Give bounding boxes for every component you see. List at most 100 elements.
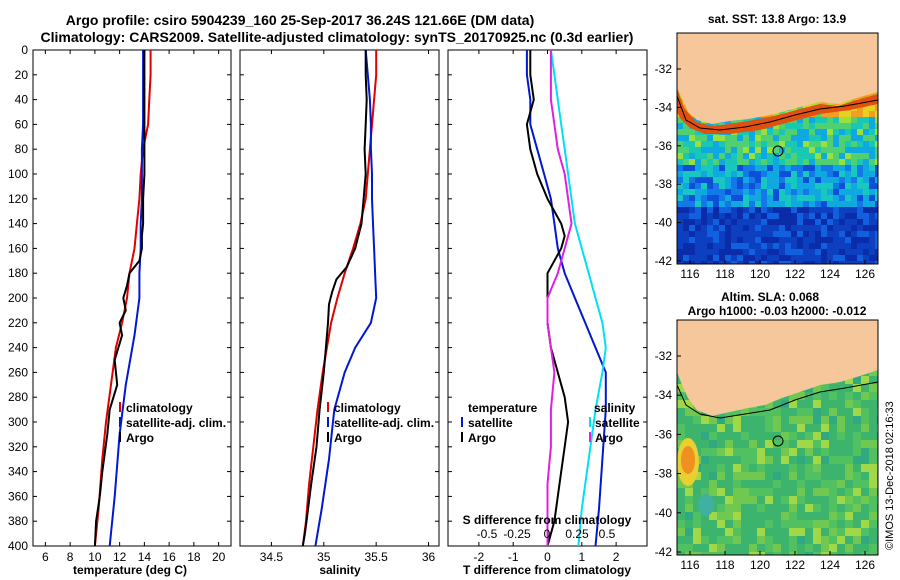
sst-cell bbox=[809, 213, 815, 219]
sla-cell bbox=[789, 440, 797, 448]
sst-cell bbox=[833, 231, 839, 237]
sst-cell bbox=[695, 249, 701, 255]
sla-cell bbox=[693, 488, 701, 496]
sst-cell bbox=[815, 141, 821, 147]
sst-cell bbox=[863, 105, 869, 111]
sla-cell bbox=[773, 496, 781, 504]
sst-cell bbox=[815, 231, 821, 237]
sla-cell bbox=[853, 480, 861, 488]
x-tick-label: 8 bbox=[67, 550, 74, 564]
sst-cell bbox=[845, 249, 851, 255]
sst-cell bbox=[773, 249, 779, 255]
sst-cell bbox=[779, 153, 785, 159]
sst-cell bbox=[851, 219, 857, 225]
sst-cell bbox=[857, 225, 863, 231]
sst-cell bbox=[743, 177, 749, 183]
sst-cell bbox=[683, 243, 689, 249]
sst-cell bbox=[839, 225, 845, 231]
sst-cell bbox=[713, 249, 719, 255]
sst-cell bbox=[743, 243, 749, 249]
sla-cell bbox=[813, 520, 821, 528]
sla-cell bbox=[741, 496, 749, 504]
sst-cell bbox=[767, 177, 773, 183]
sla-cell bbox=[677, 424, 685, 432]
sla-cell bbox=[869, 440, 877, 448]
sst-cell bbox=[731, 207, 737, 213]
sla-cell bbox=[853, 528, 861, 536]
sla-cell bbox=[717, 480, 725, 488]
sst-cell bbox=[707, 207, 713, 213]
sla-cell bbox=[749, 552, 757, 555]
sst-cell bbox=[719, 159, 725, 165]
sla-cell bbox=[805, 536, 813, 544]
sla-cell bbox=[757, 520, 765, 528]
sla-cell bbox=[869, 496, 877, 504]
sst-cell bbox=[683, 261, 689, 264]
sst-cell bbox=[677, 207, 683, 213]
sla-cell bbox=[685, 536, 693, 544]
sst-cell bbox=[761, 231, 767, 237]
sst-cell bbox=[683, 237, 689, 243]
sla-cell bbox=[741, 552, 749, 555]
sst-cell bbox=[701, 153, 707, 159]
salinity-y-ticks bbox=[240, 49, 439, 547]
sst-cell bbox=[869, 213, 875, 219]
sla-cell bbox=[717, 488, 725, 496]
sla-cell bbox=[789, 512, 797, 520]
sst-cell bbox=[713, 135, 719, 141]
sst-cell bbox=[695, 243, 701, 249]
sla-cell bbox=[845, 488, 853, 496]
sst-cell bbox=[713, 225, 719, 231]
x-tick-label: 34.5 bbox=[260, 550, 284, 564]
sst-cell bbox=[755, 243, 761, 249]
sla-cell bbox=[813, 416, 821, 424]
sst-cell bbox=[719, 195, 725, 201]
sst-cell bbox=[863, 207, 869, 213]
sst-cell bbox=[845, 255, 851, 261]
sst-cell bbox=[767, 195, 773, 201]
sst-cell bbox=[737, 237, 743, 243]
sst-cell bbox=[779, 147, 785, 153]
sst-cell bbox=[683, 123, 689, 129]
sla-cell bbox=[741, 520, 749, 528]
sst-cell bbox=[743, 159, 749, 165]
sst-cell bbox=[755, 153, 761, 159]
sla-cell bbox=[773, 400, 781, 408]
sla-cell bbox=[685, 416, 693, 424]
sla-cell bbox=[741, 544, 749, 552]
sst-cell bbox=[767, 213, 773, 219]
sla-cell bbox=[821, 504, 829, 512]
sla-cell bbox=[805, 544, 813, 552]
sla-cell bbox=[757, 552, 765, 555]
sla-cell bbox=[757, 472, 765, 480]
sst-cell bbox=[683, 153, 689, 159]
sst-cell bbox=[713, 159, 719, 165]
sst-cell bbox=[845, 147, 851, 153]
sst-cell bbox=[737, 207, 743, 213]
depth-tick-label: 320 bbox=[8, 440, 28, 454]
sla-cell bbox=[765, 544, 773, 552]
sst-cell bbox=[791, 225, 797, 231]
sst-cell bbox=[821, 147, 827, 153]
sst-cell bbox=[713, 243, 719, 249]
sla-cell bbox=[813, 392, 821, 400]
sst-cell bbox=[875, 111, 878, 117]
sla-cell bbox=[837, 424, 845, 432]
sst-cell bbox=[821, 219, 827, 225]
sst-cell bbox=[779, 141, 785, 147]
sla-cell bbox=[725, 440, 733, 448]
sst-cell bbox=[803, 165, 809, 171]
sla-cell bbox=[693, 512, 701, 520]
sla-cell bbox=[701, 456, 709, 464]
sst-cell bbox=[731, 225, 737, 231]
salinity-xlabel: salinity bbox=[319, 563, 361, 577]
sst-cell bbox=[719, 213, 725, 219]
sla-cell bbox=[805, 552, 813, 555]
sst-cell bbox=[869, 255, 875, 261]
sst-cell bbox=[683, 165, 689, 171]
sst-cell bbox=[803, 219, 809, 225]
sla-cell bbox=[789, 504, 797, 512]
sst-cell bbox=[791, 207, 797, 213]
sla-cell bbox=[845, 392, 853, 400]
sst-argo-position-marker bbox=[772, 145, 784, 157]
